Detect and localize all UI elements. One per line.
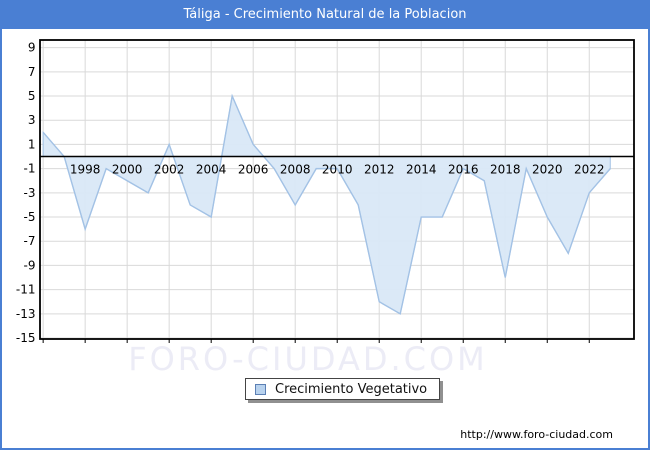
legend-box: Crecimiento Vegetativo [245, 378, 441, 400]
x-tick-label: 2016 [448, 163, 479, 177]
y-tick-label: -15 [16, 331, 36, 345]
series-line [42, 93, 611, 315]
y-tick-label: -5 [24, 210, 36, 224]
x-tick-label: 1998 [70, 163, 101, 177]
x-tick-label: 2010 [322, 163, 353, 177]
x-tick-label: 2018 [490, 163, 521, 177]
x-tick-label: 2014 [406, 163, 437, 177]
x-tick-label: 2022 [574, 163, 605, 177]
page-title: Táliga - Crecimiento Natural de la Pobla… [183, 7, 467, 22]
x-tick-label: 2008 [280, 163, 311, 177]
y-tick-label: 7 [28, 65, 36, 79]
y-tick-label: -3 [24, 186, 36, 200]
x-axis-labels: 1998 2000 2002 2004 2006 2008 2010 2012 2014 2016… [70, 163, 605, 177]
watermark: FORO-CIUDAD.COM [128, 340, 488, 378]
footer-url-link[interactable]: http://www.foro-ciudad.com [460, 428, 613, 441]
legend-swatch-icon [255, 383, 266, 395]
y-axis-labels: 9 7 5 3 1 -1 -3 -5 -7 -9 -11 -13 -15 [16, 41, 36, 345]
plot-border [39, 39, 635, 340]
x-tick-label: 2000 [112, 163, 143, 177]
legend-label: Crecimiento Vegetativo [275, 381, 428, 397]
x-tick-label: 2020 [532, 163, 563, 177]
x-tick-label: 2004 [196, 163, 227, 177]
series-area [42, 94, 611, 315]
y-tick-label: -7 [24, 234, 36, 248]
y-tick-label: 5 [28, 89, 36, 103]
y-tick-label: 1 [28, 137, 36, 151]
x-tick-label: 2002 [154, 163, 185, 177]
y-tick-label: -9 [24, 258, 36, 272]
y-tick-label: -13 [16, 307, 36, 321]
y-tick-label: 9 [28, 41, 36, 55]
x-tick-label: 2012 [364, 163, 395, 177]
y-tick-label: -1 [24, 162, 36, 176]
x-tick-label: 2006 [238, 163, 269, 177]
y-tick-label: 3 [28, 113, 36, 127]
y-tick-label: -11 [16, 283, 36, 297]
title-bar: Táliga - Crecimiento Natural de la Pobla… [2, 2, 648, 29]
